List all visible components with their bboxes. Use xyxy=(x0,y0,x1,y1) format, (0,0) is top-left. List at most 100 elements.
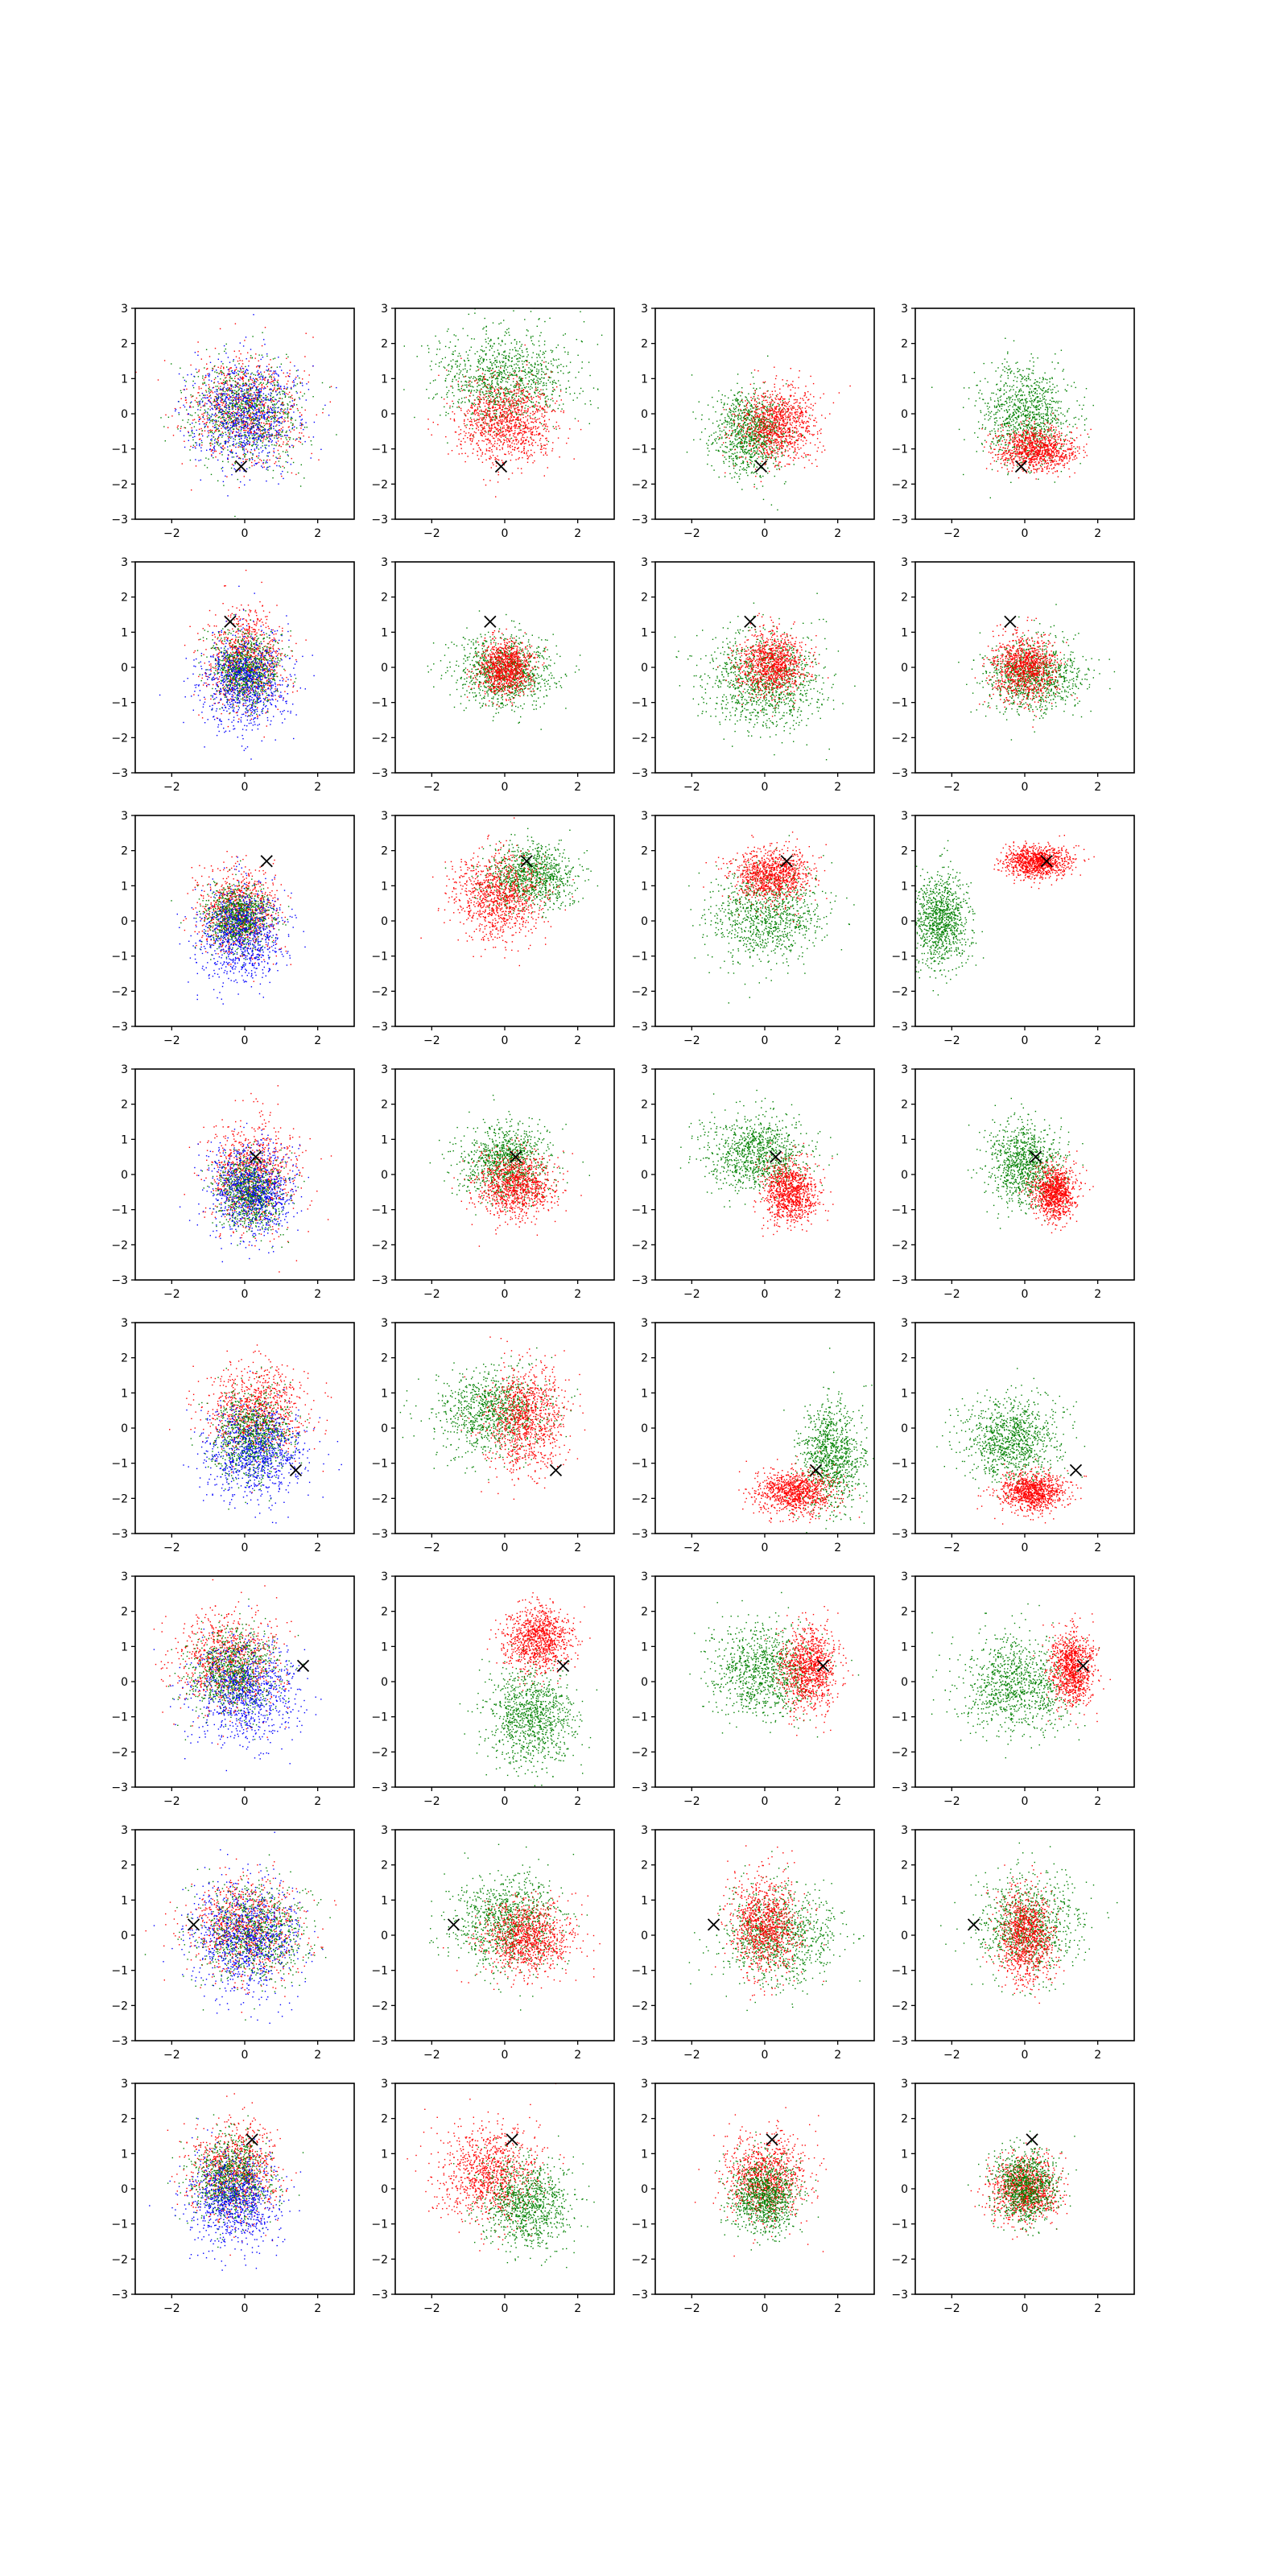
point xyxy=(488,370,489,371)
point xyxy=(532,343,533,344)
point xyxy=(255,424,256,425)
point xyxy=(259,435,260,436)
point xyxy=(546,438,547,439)
point xyxy=(542,393,543,394)
point xyxy=(469,395,470,396)
point xyxy=(222,470,223,471)
point xyxy=(523,412,524,413)
point xyxy=(477,396,478,397)
point xyxy=(541,371,542,372)
point xyxy=(494,415,495,416)
point xyxy=(246,385,247,386)
point xyxy=(261,359,262,360)
point xyxy=(507,366,508,367)
point xyxy=(276,465,277,466)
point xyxy=(473,413,474,414)
point xyxy=(208,373,209,374)
point xyxy=(459,369,460,370)
point xyxy=(512,394,513,395)
point xyxy=(231,402,232,403)
point xyxy=(468,413,469,414)
point xyxy=(253,441,254,442)
point xyxy=(543,455,544,456)
point xyxy=(243,454,244,455)
point xyxy=(215,456,216,457)
point xyxy=(270,367,271,368)
point xyxy=(493,375,494,376)
point xyxy=(287,441,288,442)
point xyxy=(492,377,493,378)
point xyxy=(209,406,210,407)
point xyxy=(300,485,301,486)
point xyxy=(491,420,492,421)
point xyxy=(227,411,228,412)
point xyxy=(500,371,501,372)
point xyxy=(519,433,520,434)
point xyxy=(195,383,196,384)
point xyxy=(283,441,284,442)
point xyxy=(193,376,194,377)
point xyxy=(482,386,483,387)
point xyxy=(553,358,554,359)
point xyxy=(211,451,212,452)
point xyxy=(284,467,285,468)
point xyxy=(264,386,265,387)
point xyxy=(275,445,276,446)
axes-frame xyxy=(395,308,614,519)
point xyxy=(486,425,487,426)
point xyxy=(246,384,247,385)
point xyxy=(230,438,231,439)
point xyxy=(271,410,272,411)
point xyxy=(481,417,482,418)
point xyxy=(489,397,490,398)
point xyxy=(490,389,491,390)
point xyxy=(266,413,267,414)
point xyxy=(184,380,185,381)
point xyxy=(449,406,450,407)
point xyxy=(220,368,221,369)
point xyxy=(469,384,470,385)
point xyxy=(255,410,256,411)
point xyxy=(523,394,524,395)
point xyxy=(499,417,500,418)
point xyxy=(250,400,251,401)
point xyxy=(445,357,446,358)
point xyxy=(243,401,244,402)
point xyxy=(460,433,461,434)
point xyxy=(514,432,515,433)
point xyxy=(527,455,528,456)
point xyxy=(249,383,250,384)
point xyxy=(497,409,498,410)
point xyxy=(498,472,499,473)
point xyxy=(275,391,276,392)
point xyxy=(511,443,512,444)
point xyxy=(260,378,261,379)
point xyxy=(204,404,205,405)
point xyxy=(259,388,260,389)
point xyxy=(241,369,242,370)
point xyxy=(537,427,538,428)
point xyxy=(261,390,262,391)
point xyxy=(241,430,242,431)
point xyxy=(290,409,291,410)
point xyxy=(544,415,545,416)
point xyxy=(212,369,213,370)
point xyxy=(299,398,300,399)
point xyxy=(232,452,233,453)
point xyxy=(239,470,240,471)
point xyxy=(514,402,515,403)
point xyxy=(514,400,515,401)
point xyxy=(530,427,531,428)
point xyxy=(290,396,291,397)
point xyxy=(235,381,236,382)
point xyxy=(227,426,228,427)
point xyxy=(314,422,315,423)
point xyxy=(215,348,216,349)
point xyxy=(273,428,274,429)
point xyxy=(264,467,265,468)
point xyxy=(231,468,232,469)
point xyxy=(484,426,485,427)
point xyxy=(460,358,461,359)
point xyxy=(194,426,195,427)
point xyxy=(260,372,261,373)
